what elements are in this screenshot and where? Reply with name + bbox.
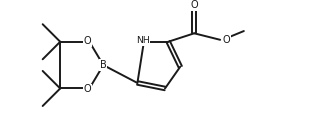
- Text: O: O: [84, 84, 92, 94]
- Text: O: O: [191, 0, 198, 10]
- Text: O: O: [84, 36, 92, 46]
- Text: O: O: [223, 35, 230, 45]
- Text: NH: NH: [136, 36, 150, 45]
- Text: B: B: [100, 60, 107, 70]
